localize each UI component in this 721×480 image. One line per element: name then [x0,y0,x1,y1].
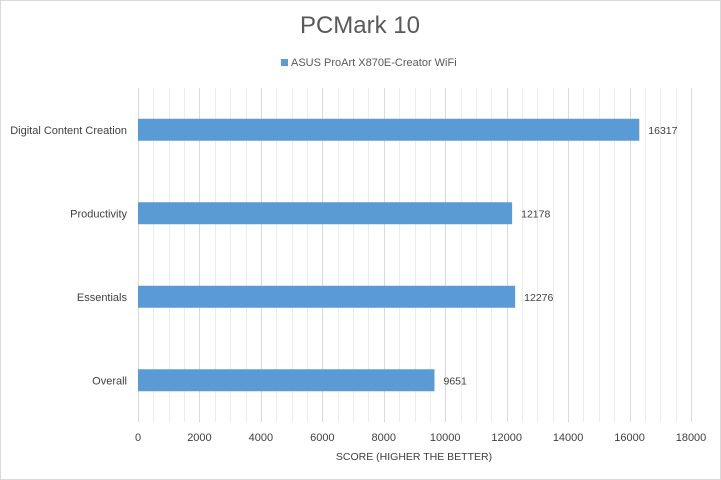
category-label: Essentials [77,292,128,304]
data-labels: 16317 12178 12276 9651 [444,125,678,388]
bar [138,118,640,141]
x-tick-label: 0 [135,432,141,444]
x-tick-label: 14000 [553,432,584,444]
gridlines [138,88,692,422]
category-label: Productivity [70,208,127,220]
bar [138,285,516,308]
data-label: 9651 [444,375,468,387]
x-tick-label: 8000 [372,432,396,444]
data-label: 12178 [521,208,550,220]
legend: ASUS ProArt X870E-Creator WiFi [281,57,457,69]
bar [138,202,513,225]
x-tick-label: 10000 [430,432,461,444]
legend-swatch [281,59,288,66]
chart-title: PCMark 10 [300,12,420,39]
x-tick-label: 6000 [310,432,334,444]
category-labels: Digital Content Creation Productivity Esse… [10,125,127,388]
x-tick-label: 16000 [614,432,645,444]
x-tick-label: 2000 [187,432,211,444]
data-label: 12276 [524,292,553,304]
category-label: Digital Content Creation [10,125,127,137]
bars [138,118,640,392]
x-axis-title: SCORE (HIGHER THE BETTER) [336,451,492,463]
category-label: Overall [92,375,127,387]
bar [138,369,435,392]
x-tick-label: 12000 [491,432,522,444]
data-label: 16317 [648,125,677,137]
x-tick-label: 18000 [676,432,707,444]
x-tick-labels: 0 2000 4000 6000 8000 10000 12000 14000 16000 180… [135,432,706,444]
legend-label: ASUS ProArt X870E-Creator WiFi [291,57,457,69]
x-tick-label: 4000 [249,432,273,444]
